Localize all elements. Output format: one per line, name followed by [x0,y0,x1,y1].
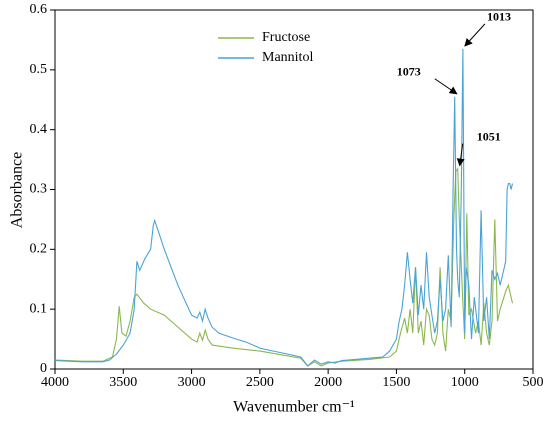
y-tick-label: 0.4 [30,122,48,137]
x-axis-label: Wavenumber cm⁻¹ [233,399,355,416]
x-tick-label: 3500 [109,375,137,390]
y-tick-label: 0.2 [30,242,48,257]
y-tick-label: 0.1 [30,301,48,316]
legend-label: Fructose [262,30,310,45]
annotation-arrow [456,143,465,167]
spectrum-line [54,48,514,367]
annotation-label: 1013 [487,10,511,24]
y-tick-label: 0 [40,361,47,376]
x-tick-label: 3000 [178,375,206,390]
x-tick-label: 1000 [451,375,479,390]
y-tick-label: 0.5 [30,62,48,77]
y-tick-label: 0.6 [30,2,48,17]
x-tick-label: 2000 [314,375,342,390]
spectrum-line [54,166,514,367]
y-axis-label: Absorbance [9,152,26,228]
x-tick-label: 500 [523,375,544,390]
annotation-label: 1073 [397,65,421,79]
legend-label: Mannitol [262,50,313,65]
x-tick-label: 4000 [41,375,69,390]
y-tick-label: 0.3 [30,182,48,197]
annotation-arrow [434,78,458,95]
annotation-arrow [464,23,486,47]
x-tick-label: 2500 [246,375,274,390]
annotation-label: 1051 [477,129,501,143]
x-tick-label: 1500 [382,375,410,390]
